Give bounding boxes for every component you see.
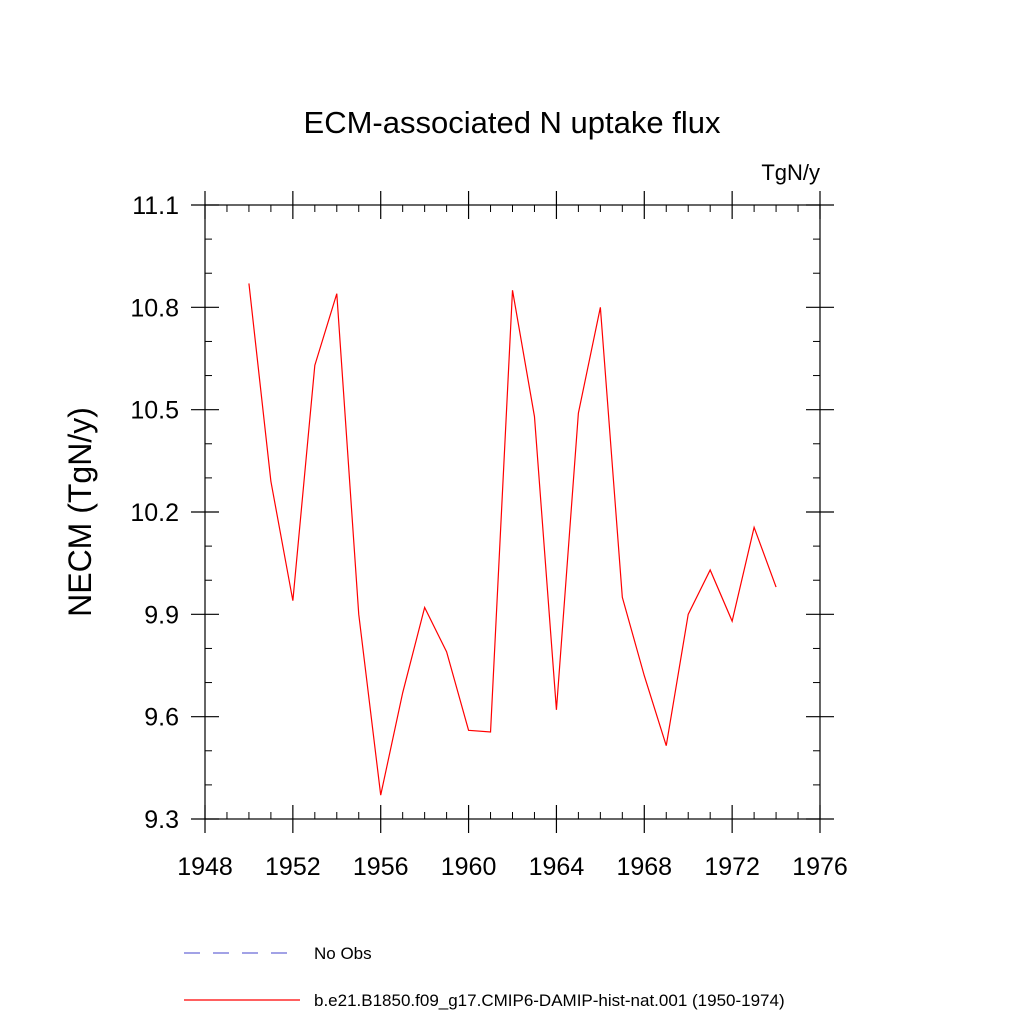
legend: No Obs b.e21.B1850.f09_g17.CMIP6-DAMIP-hi… [184,944,785,1010]
x-tick-label: 1964 [529,853,585,881]
x-tick-label: 1952 [265,853,321,881]
x-tick-label: 1960 [441,853,497,881]
series-line [248,283,777,796]
plot-area [248,283,777,796]
x-tick-label: 1976 [792,853,848,881]
y-tick-label: 10.2 [130,499,179,527]
y-tick-label: 11.1 [132,192,179,220]
x-tick-label: 1956 [353,853,409,881]
x-tick-label: 1948 [177,853,233,881]
axes: 1948 1952 1956 1960 1964 1968 1972 1976 9.3 9.6 9.… [130,191,848,881]
y-axis-label: NECM (TgN/y) [62,407,98,617]
x-tick-label: 1968 [616,853,672,881]
x-tick-label: 1972 [704,853,760,881]
legend-label: No Obs [314,944,372,963]
chart-title: ECM-associated N uptake flux [304,105,721,140]
y-tick-label: 9.6 [144,704,179,732]
y-tick-label: 9.9 [144,601,179,629]
y-tick-label: 10.5 [130,397,179,425]
y-tick-label: 9.3 [144,806,179,834]
y-tick-label: 10.8 [130,294,179,322]
legend-label: b.e21.B1850.f09_g17.CMIP6-DAMIP-hist-nat… [314,991,785,1010]
units-label: TgN/y [761,160,820,185]
